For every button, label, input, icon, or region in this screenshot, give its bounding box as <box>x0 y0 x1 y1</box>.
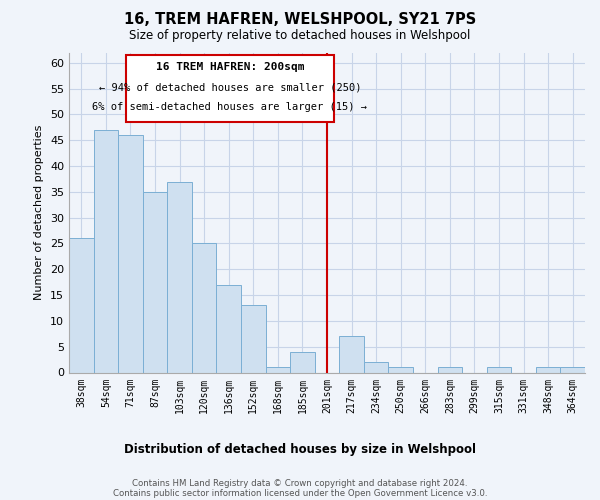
Bar <box>241 306 266 372</box>
FancyBboxPatch shape <box>125 55 334 122</box>
Text: Distribution of detached houses by size in Welshpool: Distribution of detached houses by size … <box>124 442 476 456</box>
Text: 16, TREM HAFREN, WELSHPOOL, SY21 7PS: 16, TREM HAFREN, WELSHPOOL, SY21 7PS <box>124 12 476 28</box>
Bar <box>192 244 217 372</box>
Bar <box>388 368 413 372</box>
Bar <box>487 368 511 372</box>
Text: Contains HM Land Registry data © Crown copyright and database right 2024.: Contains HM Land Registry data © Crown c… <box>132 479 468 488</box>
Text: Contains public sector information licensed under the Open Government Licence v3: Contains public sector information licen… <box>113 489 487 498</box>
Bar <box>167 182 192 372</box>
Bar <box>364 362 388 372</box>
Bar <box>118 135 143 372</box>
Bar <box>560 368 585 372</box>
Bar <box>266 368 290 372</box>
Text: ← 94% of detached houses are smaller (250): ← 94% of detached houses are smaller (25… <box>98 82 361 92</box>
Bar <box>437 368 462 372</box>
Bar <box>143 192 167 372</box>
Bar <box>339 336 364 372</box>
Bar <box>94 130 118 372</box>
Text: Size of property relative to detached houses in Welshpool: Size of property relative to detached ho… <box>130 29 470 42</box>
Bar <box>536 368 560 372</box>
Text: 6% of semi-detached houses are larger (15) →: 6% of semi-detached houses are larger (1… <box>92 102 367 113</box>
Y-axis label: Number of detached properties: Number of detached properties <box>34 125 44 300</box>
Text: 16 TREM HAFREN: 200sqm: 16 TREM HAFREN: 200sqm <box>155 62 304 72</box>
Bar <box>69 238 94 372</box>
Bar <box>217 285 241 372</box>
Bar <box>290 352 315 372</box>
